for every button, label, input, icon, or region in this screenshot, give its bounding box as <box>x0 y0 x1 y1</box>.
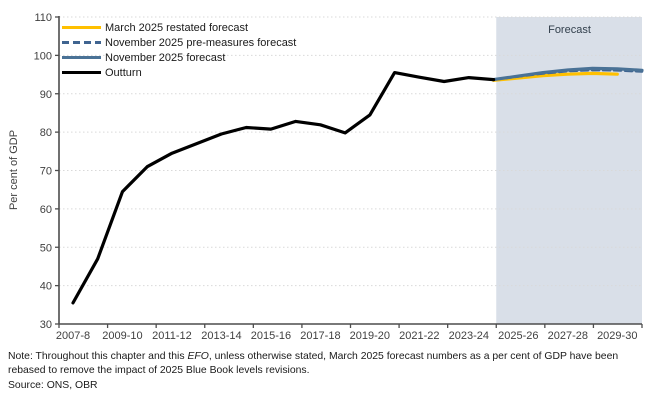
y-tick-label: 110 <box>34 12 52 24</box>
series-line-outturn <box>71 71 496 305</box>
y-axis-title: Per cent of GDP <box>8 129 20 211</box>
y-tick-label: 90 <box>40 89 52 101</box>
x-tick-label: 2011-12 <box>152 330 192 342</box>
chart-note: Note: Throughout this chapter and this E… <box>8 350 648 392</box>
x-tick-label: 2009-10 <box>102 330 142 342</box>
y-tick-label: 50 <box>40 242 52 254</box>
legend-swatch-0 <box>62 26 101 29</box>
x-tick-label: 2007-8 <box>56 330 90 342</box>
legend-swatch-1 <box>62 41 101 44</box>
x-tick-label: 2017-18 <box>300 330 340 342</box>
series-line-march-2025-restated-forecast <box>492 71 619 82</box>
legend-label: November 2025 forecast <box>105 51 226 64</box>
source-text: Source: ONS, OBR <box>8 379 98 391</box>
y-tick-label: 60 <box>40 204 52 216</box>
debt-chart: 30 40 50 60 70 80 90 100 110 2007-8 2009-10 2011-12… <box>34 12 644 342</box>
legend-item-november-forecast: November 2025 forecast <box>62 50 296 65</box>
legend-swatch-3 <box>62 71 101 74</box>
y-tick-label: 40 <box>40 281 52 293</box>
y-tick-label: 80 <box>40 127 52 139</box>
x-tick-label: 2015-16 <box>251 330 291 342</box>
legend-label: November 2025 pre-measures forecast <box>105 36 297 49</box>
legend-label: Outturn <box>105 66 142 79</box>
legend-item-november-pre-measures: November 2025 pre-measures forecast <box>62 35 296 50</box>
series-line-november-2025-forecast <box>492 66 644 82</box>
x-tick-label: 2025-26 <box>498 330 538 342</box>
x-tick-label: 2027-28 <box>548 330 588 342</box>
legend-label: March 2025 restated forecast <box>105 21 249 34</box>
x-tick-label: 2013-14 <box>201 330 241 342</box>
x-tick-label: 2021-22 <box>399 330 439 342</box>
x-tick-label: 2023-24 <box>449 330 489 342</box>
legend: March 2025 restated forecast November 20… <box>62 20 296 80</box>
note-text: Note: Throughout this chapter and this E… <box>8 351 619 376</box>
y-tick-label: 70 <box>40 166 52 178</box>
forecast-region-label: Forecast <box>548 24 591 36</box>
x-tick-label: 2029-30 <box>597 330 637 342</box>
y-tick-label: 100 <box>34 50 52 62</box>
legend-item-march-restated: March 2025 restated forecast <box>62 20 296 35</box>
x-tick-label: 2019-20 <box>350 330 390 342</box>
legend-swatch-2 <box>62 56 101 59</box>
legend-item-outturn: Outturn <box>62 65 296 80</box>
y-tick-label: 30 <box>40 319 52 331</box>
